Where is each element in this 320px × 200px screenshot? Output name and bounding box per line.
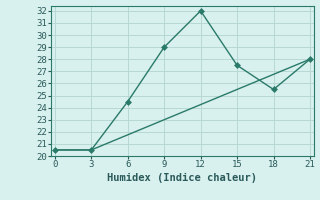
X-axis label: Humidex (Indice chaleur): Humidex (Indice chaleur) <box>108 173 257 183</box>
